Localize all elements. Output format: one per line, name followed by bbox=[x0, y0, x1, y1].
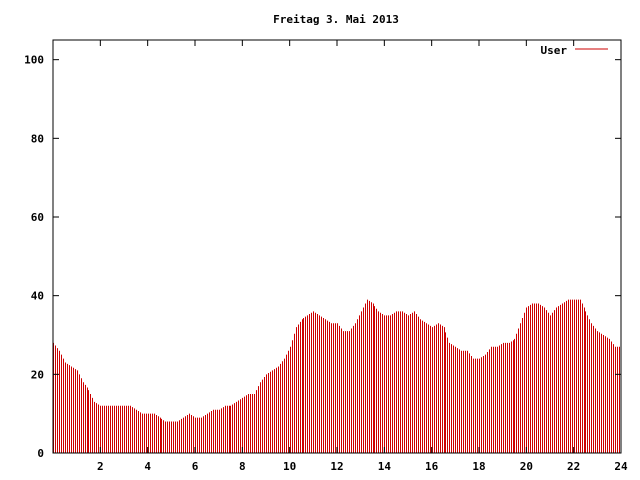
y-tick-label: 100 bbox=[24, 54, 44, 67]
y-tick-label: 20 bbox=[31, 368, 44, 381]
x-tick-label: 24 bbox=[614, 460, 628, 473]
x-tick-label: 2 bbox=[97, 460, 104, 473]
y-tick-label: 60 bbox=[31, 211, 44, 224]
x-tick-label: 10 bbox=[283, 460, 296, 473]
y-tick-label: 80 bbox=[31, 132, 44, 145]
chart-title: Freitag 3. Mai 2013 bbox=[273, 13, 399, 26]
bars-layer bbox=[53, 299, 620, 453]
x-tick-label: 12 bbox=[330, 460, 343, 473]
x-tick-label: 20 bbox=[520, 460, 533, 473]
y-axis: 0 20 40 60 80 100 bbox=[24, 54, 621, 460]
x-tick-label: 6 bbox=[192, 460, 199, 473]
x-tick-label: 4 bbox=[144, 460, 151, 473]
x-tick-label: 16 bbox=[425, 460, 439, 473]
legend: User bbox=[541, 44, 608, 57]
x-tick-label: 14 bbox=[378, 460, 392, 473]
x-tick-label: 22 bbox=[567, 460, 580, 473]
y-tick-label: 40 bbox=[31, 290, 44, 303]
x-axis: 2 4 6 8 10 12 14 16 18 20 22 24 bbox=[97, 40, 628, 473]
legend-label: User bbox=[541, 44, 568, 57]
x-tick-label: 18 bbox=[472, 460, 485, 473]
y-tick-label: 0 bbox=[37, 447, 44, 460]
x-tick-label: 8 bbox=[239, 460, 246, 473]
